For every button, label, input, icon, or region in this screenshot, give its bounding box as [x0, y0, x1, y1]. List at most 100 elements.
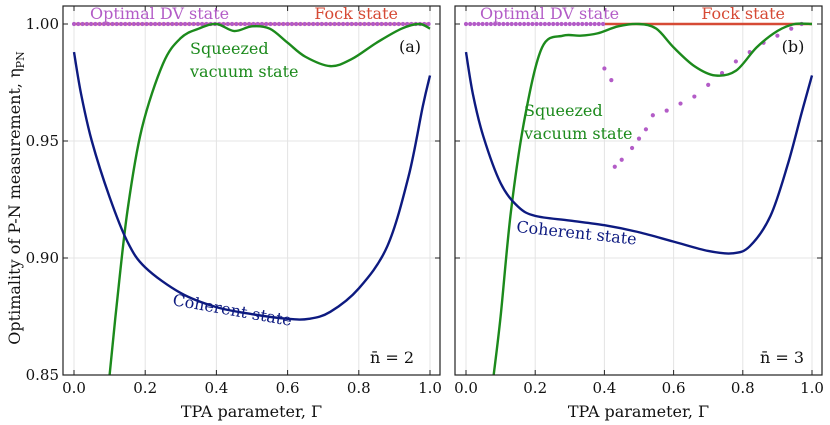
optimal-dv-dot-1-47	[272, 21, 277, 27]
coherent-line	[464, 51, 814, 255]
y-axis-label: Optimality of P-N measurement, ηPN	[5, 51, 27, 345]
optimal-dv-dot-1-56	[311, 21, 316, 27]
optimal-dv-dot-1-33	[600, 21, 606, 27]
y-tick-label: 0.95	[26, 132, 59, 150]
optimal-dv-dot-1-8	[106, 21, 111, 27]
optimal-dv-label: Optimal DV state	[480, 4, 619, 23]
optimal-dv-dot-3-7	[678, 101, 683, 106]
optimal-dv-dot-1-60	[328, 21, 333, 27]
optimal-dv-dot-1-28	[191, 21, 196, 27]
optimal-dv-dot-1-12	[513, 21, 518, 27]
x-axis-label: TPA parameter, Γ	[568, 402, 709, 421]
optimal-dv-dot-1-16	[140, 21, 145, 27]
optimal-dv-dot-1-65	[349, 21, 354, 27]
plot-frame	[62, 5, 441, 376]
panel-tag: (a)	[399, 37, 421, 56]
optimal-dv-dot-1-18	[538, 21, 543, 27]
optimal-dv-dot-1-27	[187, 21, 192, 27]
y-axis-label-text: Optimality of P-N measurement, η	[5, 68, 24, 344]
optimal-dv-dot-1-54	[302, 21, 307, 27]
optimal-dv-dot-1-21	[161, 21, 166, 27]
optimal-dv-dot-1-37	[229, 21, 235, 27]
optimal-dv-dot-1-0	[71, 21, 77, 27]
optimal-dv-dot-1-57	[315, 21, 320, 27]
x-tick-label: 0.8	[731, 379, 755, 397]
optimal-dv-dot-1-9	[110, 21, 115, 27]
optimal-dv-dot-1-72	[379, 21, 384, 27]
optimal-dv-dot-1-30	[588, 21, 593, 27]
optimal-dv-dot-1-23	[170, 21, 175, 27]
optimal-dv-dot-1-17	[534, 21, 539, 27]
optimal-dv-dot-1-0	[463, 21, 469, 27]
optimal-dv-dot-1-39	[238, 21, 243, 27]
x-tick-label: 0.4	[592, 379, 616, 397]
x-tick-label: 0.8	[347, 379, 371, 397]
optimal-dv-dot-3-5	[650, 113, 655, 118]
optimal-dv-dot-1-23	[559, 21, 564, 27]
optimal-dv-dot-1-32	[596, 21, 601, 27]
optimal-dv-dot-3-1	[619, 157, 624, 162]
fock-label: Fock state	[701, 4, 785, 23]
squeezed-label-line2: vacuum state	[189, 62, 298, 81]
optimal-dv-dot-1-1	[76, 21, 81, 27]
optimal-dv-dot-1-63	[341, 21, 346, 27]
optimal-dv-dot-1-59	[323, 21, 329, 27]
optimal-dv-dot-1-19	[542, 21, 547, 27]
plot-area	[71, 21, 432, 375]
optimal-dv-dot-1-25	[567, 21, 572, 27]
y-axis-label-subscript: PN	[14, 51, 27, 68]
y-tick-label: 0.85	[26, 366, 59, 384]
optimal-dv-dot-1-38	[234, 21, 239, 27]
optimal-dv-dot-2-1	[609, 78, 614, 83]
x-tick-label: 0.0	[454, 379, 478, 397]
optimal-dv-dot-1-45	[264, 21, 269, 27]
optimal-dv-dot-1-49	[281, 21, 286, 27]
optimal-dv-dot-1-11	[118, 21, 124, 27]
optimal-dv-dot-1-71	[375, 21, 380, 27]
optimal-dv-dot-1-3	[84, 21, 89, 27]
squeezed-label-line2: vacuum state	[523, 124, 632, 143]
optimal-dv-dot-1-15	[526, 21, 531, 27]
optimal-dv-dot-1-24	[174, 21, 179, 27]
optimal-dv-dot-1-64	[345, 21, 350, 27]
optimal-dv-dot-1-77	[400, 21, 406, 27]
optimal-dv-dot-1-18	[148, 21, 153, 27]
optimal-dv-dot-1-62	[336, 21, 341, 27]
optimal-dv-dot-1-10	[505, 21, 510, 27]
optimal-dv-dot-1-36	[225, 21, 230, 27]
nbar-label: n̄ = 2	[370, 348, 414, 367]
optimal-dv-dot-1-55	[306, 21, 312, 27]
optimal-dv-dot-1-25	[178, 21, 183, 27]
x-tick-label: 1.0	[418, 379, 442, 397]
optimal-dv-dot-1-68	[362, 21, 367, 27]
optimal-dv-dot-1-1	[468, 21, 473, 27]
x-tick-label: 0.2	[133, 379, 157, 397]
x-tick-label: 0.2	[523, 379, 547, 397]
optimal-dv-dot-3-3	[636, 136, 642, 141]
nbar-label: n̄ = 3	[760, 348, 804, 367]
x-axis-label: TPA parameter, Γ	[181, 402, 322, 421]
optimal-dv-dot-1-66	[353, 21, 359, 27]
y-tick-label: 0.90	[26, 249, 59, 267]
optimal-dv-dot-1-30	[200, 21, 205, 27]
optimal-dv-dot-1-22	[555, 21, 560, 27]
optimal-dv-dot-1-16	[530, 21, 535, 27]
optimal-dv-dot-1-83	[426, 21, 431, 27]
optimal-dv-dot-1-61	[332, 21, 337, 27]
optimal-dv-dot-1-29	[195, 21, 200, 27]
optimal-dv-dot-1-44	[259, 21, 265, 27]
optimal-dv-label: Optimal DV state	[90, 4, 229, 23]
optimal-dv-dot-3-6	[664, 108, 669, 113]
optimal-dv-dot-1-70	[370, 21, 376, 27]
plot-area	[463, 21, 814, 375]
squeezed-label-line1: Squeezed	[190, 39, 269, 58]
optimal-dv-dot-1-46	[268, 21, 273, 27]
optimal-dv-dot-3-8	[692, 94, 697, 99]
panel-tag: (b)	[782, 37, 805, 56]
x-tick-label: 1.0	[800, 379, 824, 397]
optimal-dv-dot-3-0	[612, 164, 617, 169]
optimal-dv-dot-3-15	[789, 26, 794, 31]
x-tick-label: 0.6	[662, 379, 686, 397]
optimal-dv-dot-3-14	[775, 33, 780, 38]
